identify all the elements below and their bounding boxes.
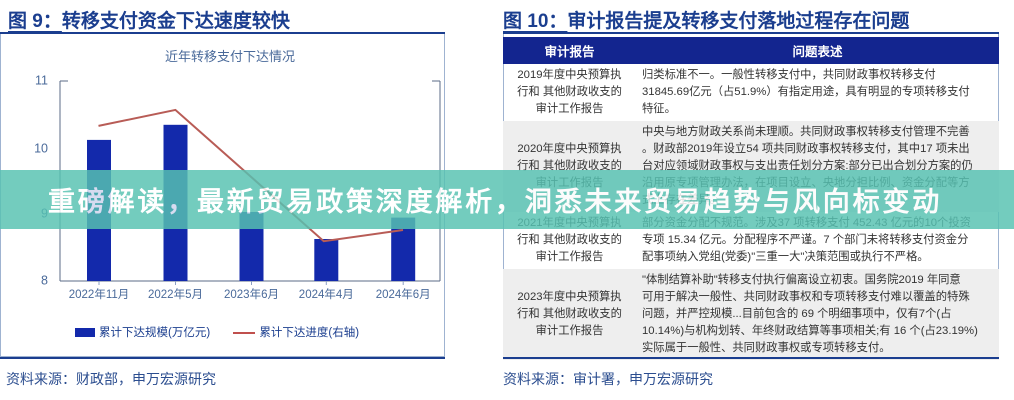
svg-text:2023年6月: 2023年6月 <box>224 287 279 301</box>
svg-text:2022年5月: 2022年5月 <box>148 287 203 301</box>
svg-text:2024年4月: 2024年4月 <box>299 287 354 301</box>
svg-text:2024年6月: 2024年6月 <box>376 287 431 301</box>
svg-text:10: 10 <box>34 142 48 156</box>
svg-text:11: 11 <box>35 74 48 88</box>
svg-text:2022年11月: 2022年11月 <box>69 287 130 301</box>
svg-text:8: 8 <box>41 274 48 288</box>
